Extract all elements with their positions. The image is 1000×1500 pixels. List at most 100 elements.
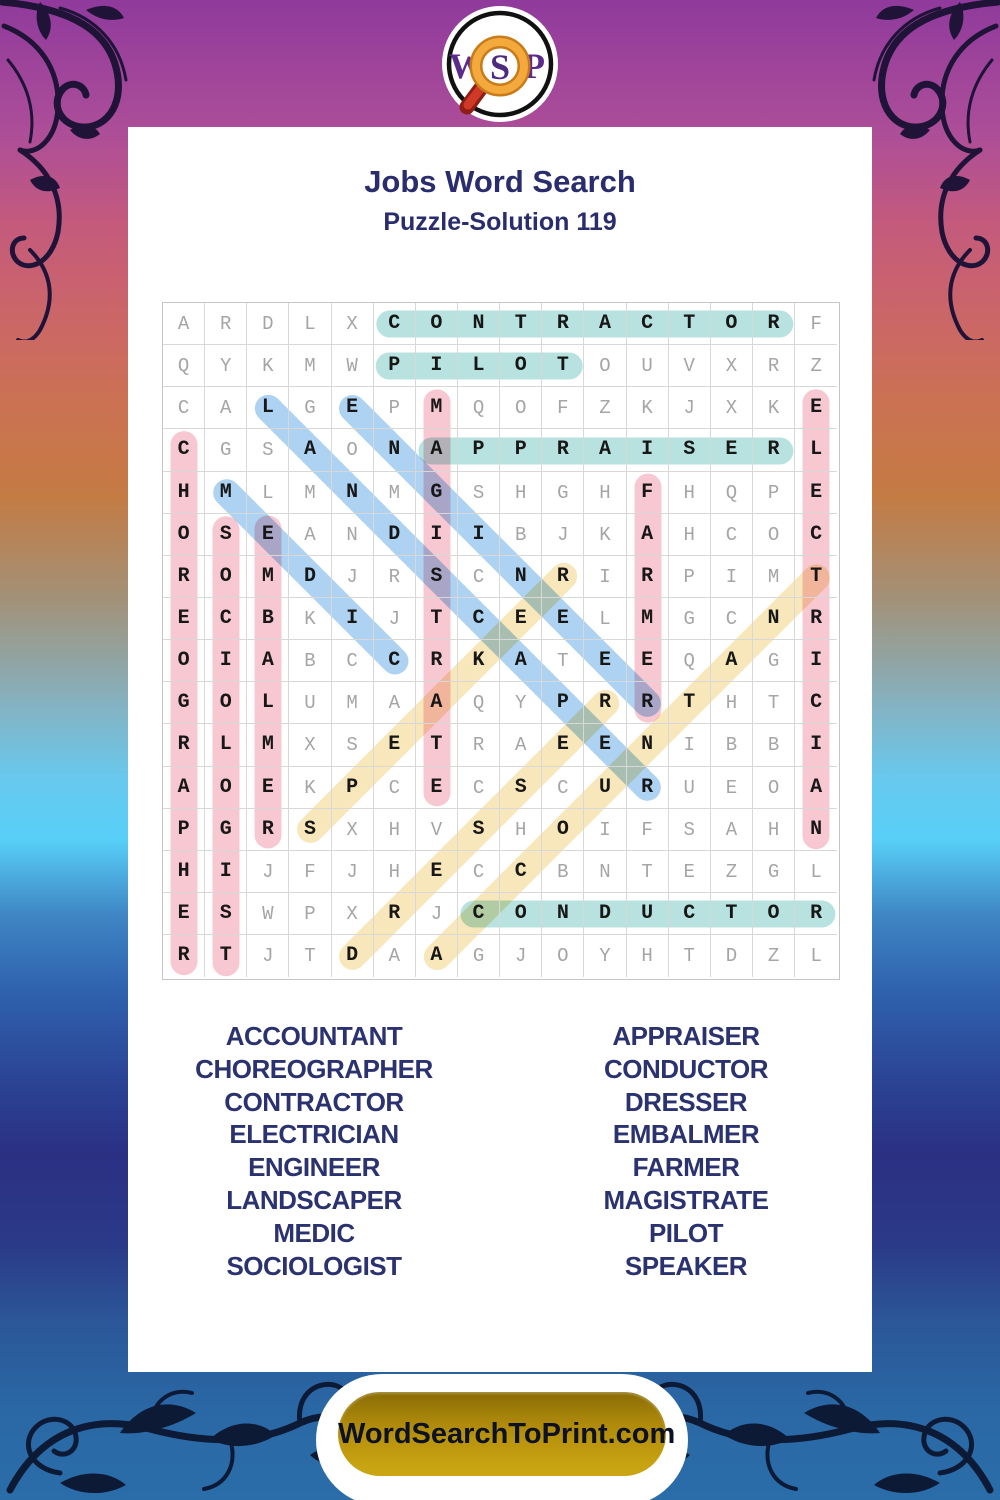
grid-cell: Y — [500, 682, 543, 725]
grid-cell: R — [373, 555, 416, 598]
highlight-conductor — [460, 900, 836, 928]
grid-cell: T — [500, 303, 543, 346]
grid-cell: J — [668, 387, 711, 430]
grid-cell: E — [710, 429, 753, 472]
grid-cell: C — [457, 555, 501, 598]
grid-cell: R — [163, 935, 206, 978]
grid-cell: I — [795, 640, 838, 683]
grid-cell: W — [331, 345, 374, 388]
grid-cell: N — [795, 809, 838, 851]
grid-cell: O — [331, 429, 374, 472]
grid-cell: C — [373, 766, 416, 809]
grid-cell: P — [542, 682, 585, 725]
grid-cell: T — [205, 935, 248, 978]
grid-cell: L — [205, 724, 248, 767]
ornament-bottom-left-icon — [6, 1381, 360, 1494]
grid-cell: N — [500, 555, 543, 598]
grid-cell: S — [289, 808, 332, 851]
ornament-top-right-icon — [872, 0, 1000, 340]
logo-letter-s: S — [490, 47, 510, 87]
grid-cell: T — [668, 682, 711, 725]
grid-cell: I — [795, 724, 838, 767]
grid-cell: S — [668, 429, 711, 472]
grid-cell: N — [584, 850, 627, 893]
grid-cell: I — [457, 513, 501, 556]
grid-cell: S — [415, 555, 458, 598]
grid-cell: T — [795, 556, 838, 598]
word-list-right: APPRAISER CONDUCTOR DRESSER EMBALMER FARMER M… — [500, 1020, 872, 1282]
word-list-item: ELECTRICIAN — [229, 1119, 399, 1150]
grid-cell: K — [584, 513, 627, 556]
grid-cell: J — [542, 513, 585, 556]
grid-cell: E — [795, 472, 838, 514]
grid-cell: N — [331, 471, 374, 514]
word-list-item: SPEAKER — [624, 1250, 748, 1281]
grid-cell: O — [500, 892, 543, 936]
website-button[interactable]: WordSearchToPrint.com — [338, 1392, 675, 1476]
grid-cell: Z — [584, 387, 627, 430]
grid-cell: P — [289, 892, 332, 936]
grid-cell: E — [163, 597, 206, 641]
grid-cell: A — [626, 513, 669, 556]
grid-cell: X — [331, 303, 374, 346]
grid-cell: G — [289, 387, 332, 430]
grid-cell: L — [289, 303, 332, 346]
grid-cell: M — [331, 682, 374, 725]
grid-cell: F — [626, 471, 669, 514]
grid-cell: E — [500, 597, 543, 641]
grid-cell: J — [331, 850, 374, 893]
grid-cell: T — [415, 597, 458, 641]
grid-cell: E — [373, 724, 416, 767]
grid-cell: A — [415, 429, 458, 472]
grid-cell: E — [415, 850, 458, 893]
highlight-contractor — [375, 310, 794, 338]
grid-cell: S — [500, 766, 543, 809]
grid-cell: N — [626, 724, 669, 767]
word-list-item: ACCOUNTANT — [225, 1021, 403, 1051]
grid-cell: Z — [795, 345, 838, 388]
grid-cell: O — [205, 766, 248, 809]
grid-cell: C — [163, 387, 206, 430]
grid-cell: R — [626, 555, 669, 598]
grid-cell: L — [795, 851, 838, 893]
grid-cell: A — [373, 682, 416, 725]
grid-cell: O — [205, 682, 248, 725]
grid-cell: C — [626, 303, 669, 346]
word-list-item: DRESSER — [624, 1086, 748, 1117]
grid-cell: R — [626, 682, 669, 725]
grid-cell: H — [373, 850, 416, 893]
grid-cell: D — [247, 303, 290, 346]
grid-cell: S — [668, 808, 711, 851]
grid-cell: A — [289, 513, 332, 556]
grid-cell: M — [289, 345, 332, 388]
grid-cell: R — [752, 429, 796, 472]
grid-cell: M — [752, 555, 796, 598]
grid-cell: X — [331, 892, 374, 936]
highlight-pilot — [375, 352, 583, 380]
grid-cell: K — [626, 387, 669, 430]
grid-cell: V — [415, 808, 458, 851]
grid-cell: O — [752, 513, 796, 556]
grid-cell: K — [289, 597, 332, 641]
grid-cell: N — [373, 429, 416, 472]
grid-cell: I — [331, 597, 374, 641]
grid-cell: Q — [457, 682, 501, 725]
grid-cell: S — [205, 892, 248, 936]
grid-cell: L — [810, 945, 822, 968]
ornament-bottom-right-icon — [640, 1381, 994, 1494]
grid-cell: Y — [205, 345, 248, 388]
word-list-item: CONTRACTOR — [224, 1086, 404, 1117]
word-list-item: CONDUCTOR — [603, 1053, 769, 1084]
grid-cell: Q — [163, 345, 206, 388]
grid-cell: S — [457, 808, 501, 851]
grid-cell: M — [373, 471, 416, 514]
grid-cell: L — [457, 345, 501, 388]
grid-cell: P — [373, 387, 416, 430]
grid-cell: T — [626, 850, 669, 893]
grid-cell: M — [205, 471, 248, 514]
grid-cell: C — [457, 766, 501, 809]
grid-cell: T — [669, 935, 711, 978]
grid-cell: E — [163, 892, 206, 936]
